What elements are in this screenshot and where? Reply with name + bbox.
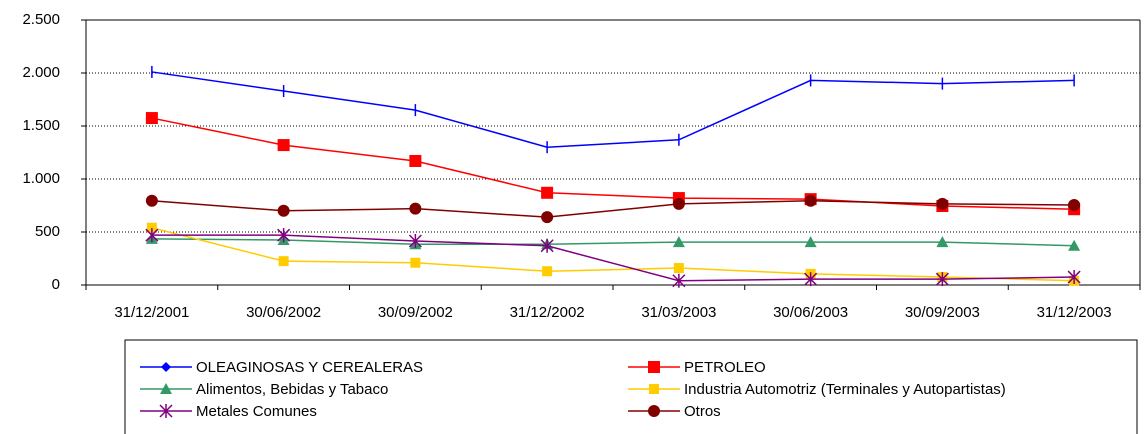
legend-label: Otros	[684, 403, 721, 420]
point-marker	[672, 197, 685, 210]
point-marker	[145, 112, 158, 125]
x-tick-label: 30/09/2003	[905, 304, 980, 321]
point-marker	[277, 204, 290, 217]
series-line	[151, 227, 1075, 282]
y-tick-label: 2.500	[22, 11, 60, 28]
series-line	[151, 238, 1075, 247]
series-line	[151, 234, 1075, 282]
point-marker	[541, 211, 554, 224]
legend-label: PETROLEO	[684, 359, 766, 376]
series-line	[151, 71, 1075, 148]
point-marker	[673, 263, 684, 274]
point-marker	[936, 197, 949, 210]
legend-label: Alimentos, Bebidas y Tabaco	[196, 381, 388, 398]
legend-marker	[160, 383, 172, 394]
x-tick-label: 30/06/2003	[773, 304, 848, 321]
point-marker	[277, 228, 291, 243]
point-marker	[409, 202, 422, 215]
point-marker	[804, 236, 817, 248]
point-marker	[936, 236, 949, 248]
point-marker	[804, 194, 817, 207]
point-marker	[542, 266, 553, 277]
point-marker	[541, 186, 554, 199]
x-tick-label: 31/12/2002	[510, 304, 585, 321]
point-marker	[935, 272, 949, 287]
x-tick-label: 31/12/2001	[114, 304, 189, 321]
point-marker	[277, 139, 290, 152]
x-tick-label: 30/09/2002	[378, 304, 453, 321]
point-marker	[408, 234, 422, 249]
legend-label: OLEAGINOSAS Y CEREALERAS	[196, 359, 423, 376]
legend-box	[124, 339, 1138, 434]
x-tick-label: 31/12/2003	[1037, 304, 1112, 321]
legend-marker	[649, 384, 659, 394]
legend-label: Metales Comunes	[196, 403, 317, 420]
point-marker	[1067, 270, 1081, 285]
y-tick-label: 0	[52, 276, 60, 293]
legend-marker	[648, 361, 660, 373]
point-marker	[804, 272, 818, 287]
series-line	[151, 199, 1075, 218]
point-marker	[1068, 239, 1081, 251]
point-marker	[146, 222, 157, 233]
y-tick-label: 1.500	[22, 117, 60, 134]
legend-label: Industria Automotriz (Terminales y Autop…	[684, 381, 1006, 398]
series-line	[151, 117, 1075, 210]
y-tick-label: 500	[35, 223, 60, 240]
point-marker	[672, 236, 685, 248]
legend-marker	[161, 362, 171, 372]
point-marker	[1068, 198, 1081, 211]
point-marker	[672, 273, 686, 288]
point-marker	[540, 238, 554, 253]
x-tick-label: 31/03/2003	[641, 304, 716, 321]
legend-marker	[159, 404, 173, 418]
point-marker	[145, 194, 158, 207]
point-marker	[145, 228, 159, 243]
y-tick-label: 1.000	[22, 170, 60, 187]
point-marker	[409, 154, 422, 167]
y-tick-label: 2.000	[22, 64, 60, 81]
point-marker	[278, 256, 289, 267]
point-marker	[410, 257, 421, 268]
x-tick-label: 30/06/2002	[246, 304, 321, 321]
legend-marker	[648, 405, 660, 417]
